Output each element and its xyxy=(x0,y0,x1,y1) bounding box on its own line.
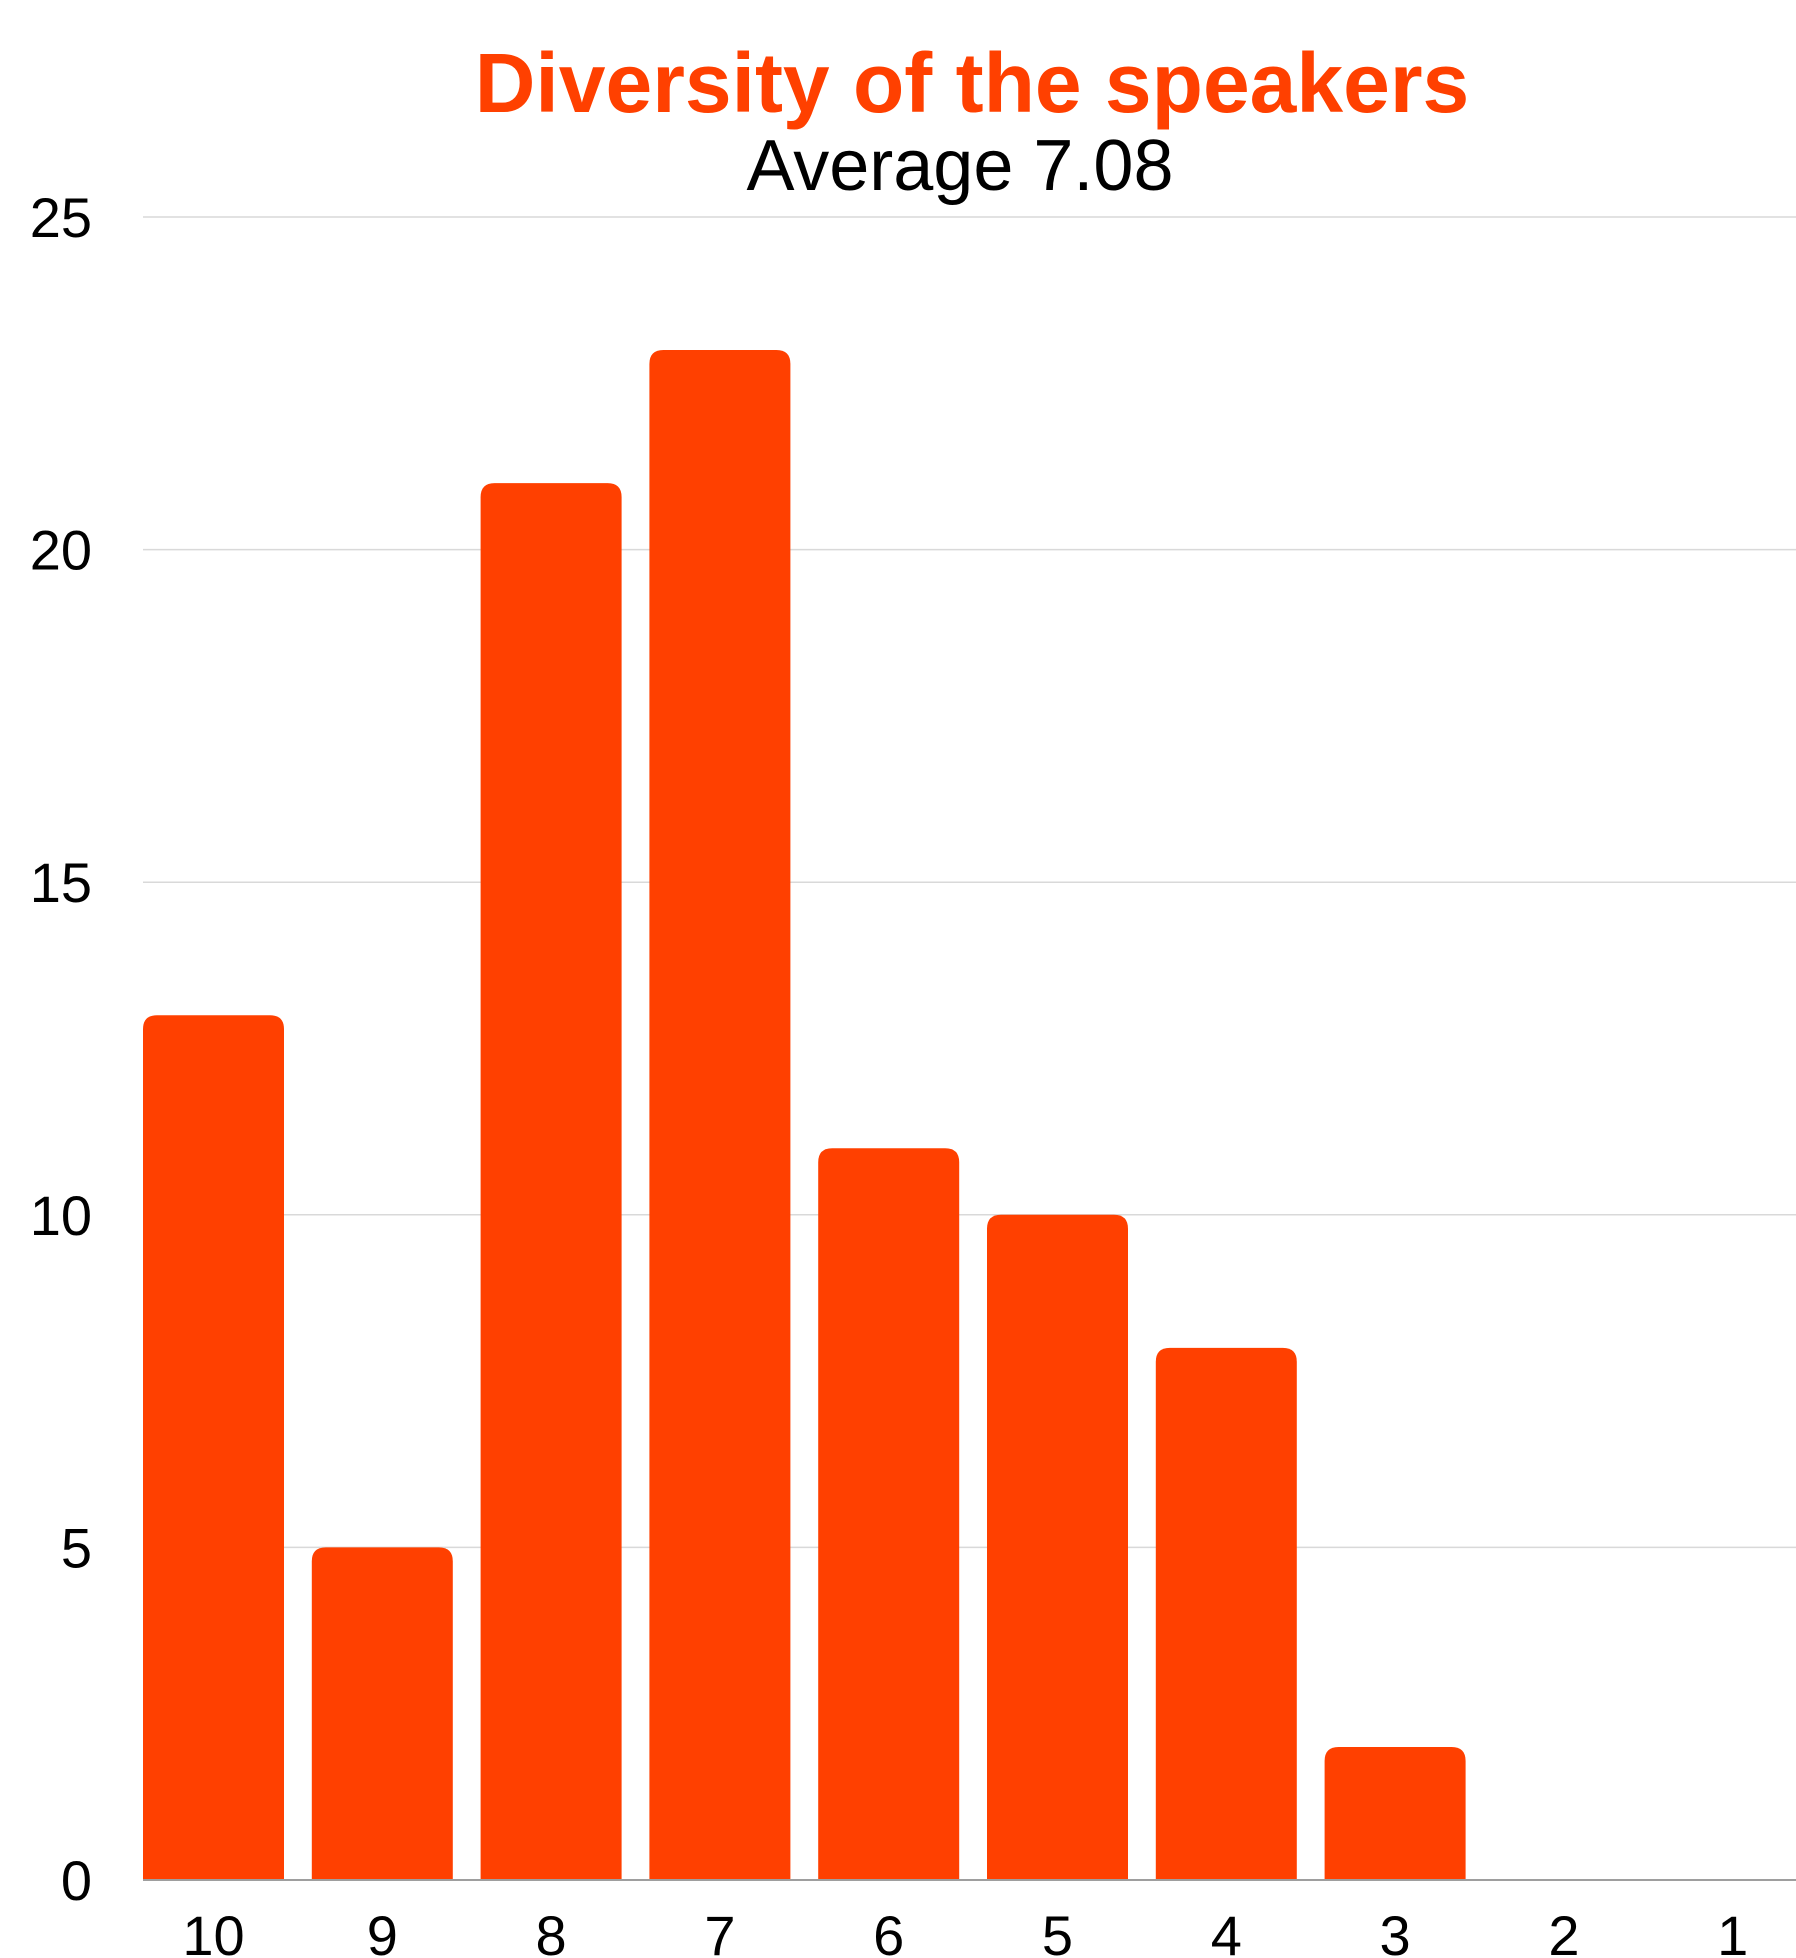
bar-7 xyxy=(649,350,791,1880)
bars xyxy=(143,350,1466,1881)
x-tick-label: 7 xyxy=(704,1904,735,1958)
x-tick-label: 2 xyxy=(1548,1904,1579,1958)
x-tick-label: 4 xyxy=(1211,1904,1242,1958)
x-tick-label: 8 xyxy=(536,1904,567,1958)
y-tick-label: 0 xyxy=(61,1849,92,1912)
y-tick-label: 25 xyxy=(30,186,92,249)
x-axis-ticks: 10 9 8 7 6 5 4 3 2 1 xyxy=(182,1904,1748,1958)
y-tick-label: 10 xyxy=(30,1184,92,1247)
x-tick-label: 1 xyxy=(1717,1904,1748,1958)
x-tick-label: 9 xyxy=(367,1904,398,1958)
bar-5 xyxy=(987,1214,1128,1880)
bar-4 xyxy=(1155,1347,1297,1880)
bar-10 xyxy=(143,1015,284,1880)
bar-8 xyxy=(480,483,622,1881)
x-tick-label: 3 xyxy=(1380,1904,1411,1958)
bar-6 xyxy=(818,1148,960,1880)
y-tick-label: 20 xyxy=(30,519,92,582)
x-tick-label: 6 xyxy=(873,1904,904,1958)
x-tick-label: 5 xyxy=(1042,1904,1073,1958)
chart-title: Diversity of the speakers xyxy=(475,36,1469,130)
y-tick-label: 5 xyxy=(61,1516,92,1579)
x-tick-label: 10 xyxy=(182,1904,244,1958)
bar-9 xyxy=(311,1547,453,1880)
gridlines xyxy=(143,216,1796,1549)
y-axis-ticks: 0 5 10 15 20 25 xyxy=(30,186,92,1912)
bar-3 xyxy=(1324,1746,1466,1880)
y-tick-label: 15 xyxy=(30,851,92,914)
chart-subtitle: Average 7.08 xyxy=(746,126,1173,206)
